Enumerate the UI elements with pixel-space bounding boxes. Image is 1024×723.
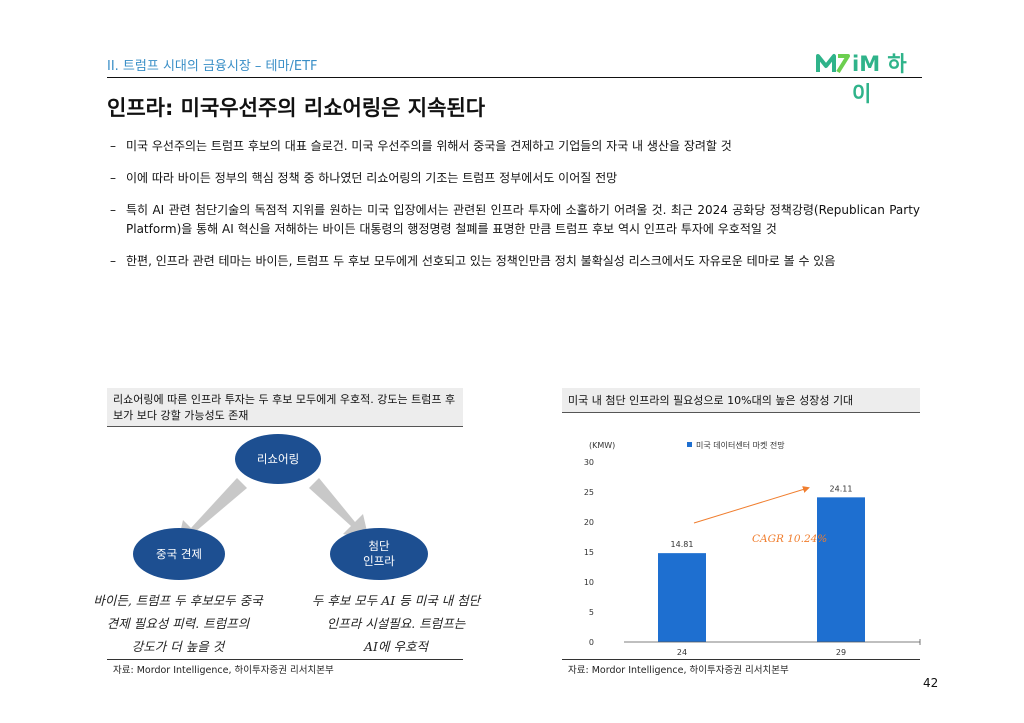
cagr-arrow bbox=[693, 486, 810, 524]
node-label-line: 인프라 bbox=[363, 554, 395, 568]
node-advanced-infra: 첨단 인프라 bbox=[330, 528, 428, 580]
logo-text: iM 하이 bbox=[852, 52, 907, 106]
note-line: 바이든, 트럼프 두 후보모두 중국 bbox=[93, 593, 263, 608]
bullet-list: – 미국 우선주의는 트럼프 후보의 대표 슬로건. 미국 우선주의를 위해서 중… bbox=[110, 137, 920, 284]
bullet-item: – 이에 따라 바이든 정부의 핵심 정책 중 하나였던 리쇼어링의 기조는 트럼… bbox=[110, 169, 920, 188]
x-tick-label: 24 bbox=[677, 648, 687, 657]
bar-value-label: 14.81 bbox=[671, 540, 694, 549]
x-tick-label: 29 bbox=[836, 648, 846, 657]
y-tick-label: 10 bbox=[584, 578, 594, 587]
note-line: 인프라 시설필요. 트럼프는 bbox=[326, 616, 466, 631]
node-label-line: 첨단 bbox=[368, 539, 390, 553]
unit-label: (KMW) bbox=[589, 441, 615, 450]
bar bbox=[817, 497, 865, 642]
left-handwritten-note: 바이든, 트럼프 두 후보모두 중국 견제 필요성 피력. 트럼프의 강도가 더… bbox=[92, 589, 264, 658]
legend-swatch bbox=[687, 442, 692, 447]
y-tick-label: 5 bbox=[589, 608, 594, 617]
company-logo: iM 하이 bbox=[816, 48, 926, 106]
header-divider bbox=[107, 77, 922, 78]
bullet-text: 미국 우선주의는 트럼프 후보의 대표 슬로건. 미국 우선주의를 위해서 중국… bbox=[126, 139, 732, 153]
note-line: 강도가 더 높을 것 bbox=[131, 639, 225, 654]
note-line: 두 후보 모두 AI 등 미국 내 첨단 bbox=[311, 593, 481, 608]
page-title: 인프라: 미국우선주의 리쇼어링은 지속된다 bbox=[107, 96, 486, 120]
right-source: 자료: Mordor Intelligence, 하이투자증권 리서치본부 bbox=[568, 665, 789, 676]
bullet-marker: – bbox=[110, 171, 116, 185]
right-handwritten-note: 두 후보 모두 AI 등 미국 내 첨단 인프라 시설필요. 트럼프는 AI에 … bbox=[306, 589, 486, 658]
right-panel-heading: 미국 내 첨단 인프라의 필요성으로 10%대의 높은 성장성 기대 bbox=[562, 388, 920, 413]
cagr-annotation: CAGR 10.24% bbox=[752, 533, 827, 545]
bar-chart: (KMW) 미국 데이터센터 마켓 전망 0 5 10 15 20 25 30 14.81 2… bbox=[584, 440, 921, 657]
note-line: 견제 필요성 피력. 트럼프의 bbox=[106, 616, 250, 631]
bullet-text: 한편, 인프라 관련 테마는 바이든, 트럼프 두 후보 모두에게 선호되고 있… bbox=[126, 254, 836, 268]
bullet-item: – 미국 우선주의는 트럼프 후보의 대표 슬로건. 미국 우선주의를 위해서 중… bbox=[110, 137, 920, 156]
y-tick-label: 30 bbox=[584, 458, 594, 467]
bullet-text: 이에 따라 바이든 정부의 핵심 정책 중 하나였던 리쇼어링의 기조는 트럼프… bbox=[126, 171, 618, 185]
section-label: II. 트럼프 시대의 금융시장 – 테마/ETF bbox=[107, 59, 318, 74]
bullet-item: – 한편, 인프라 관련 테마는 바이든, 트럼프 두 후보 모두에게 선호되고… bbox=[110, 252, 920, 271]
y-tick-label: 0 bbox=[589, 638, 594, 647]
bar-value-label: 24.11 bbox=[830, 484, 853, 493]
bullet-item: – 특히 AI 관련 첨단기술의 독점적 지위를 원하는 미국 입장에서는 관련된… bbox=[110, 201, 920, 239]
bullet-marker: – bbox=[110, 254, 116, 268]
left-panel-heading: 리쇼어링에 따른 인프라 투자는 두 후보 모두에게 우호적. 강도는 트럼프 … bbox=[107, 388, 463, 427]
right-panel-footer-rule bbox=[562, 659, 920, 660]
bar bbox=[658, 553, 706, 642]
left-source: 자료: Mordor Intelligence, 하이투자증권 리서치본부 bbox=[113, 665, 334, 676]
page-number: 42 bbox=[923, 676, 939, 690]
y-tick-label: 20 bbox=[584, 518, 594, 527]
bullet-marker: – bbox=[110, 203, 116, 217]
left-panel-footer-rule bbox=[107, 659, 463, 660]
y-tick-label: 25 bbox=[584, 488, 594, 497]
y-tick-label: 15 bbox=[584, 548, 594, 557]
bullet-text: 특히 AI 관련 첨단기술의 독점적 지위를 원하는 미국 입장에서는 관련된 … bbox=[126, 203, 920, 236]
arrow-right-down bbox=[309, 478, 369, 540]
bullet-marker: – bbox=[110, 139, 116, 153]
node-reshoring: 리쇼어링 bbox=[235, 434, 321, 484]
node-china-check: 중국 견제 bbox=[133, 528, 225, 580]
note-line: AI에 우호적 bbox=[364, 639, 428, 654]
legend-label: 미국 데이터센터 마켓 전망 bbox=[696, 440, 785, 450]
logo-mark-icon bbox=[816, 54, 850, 74]
